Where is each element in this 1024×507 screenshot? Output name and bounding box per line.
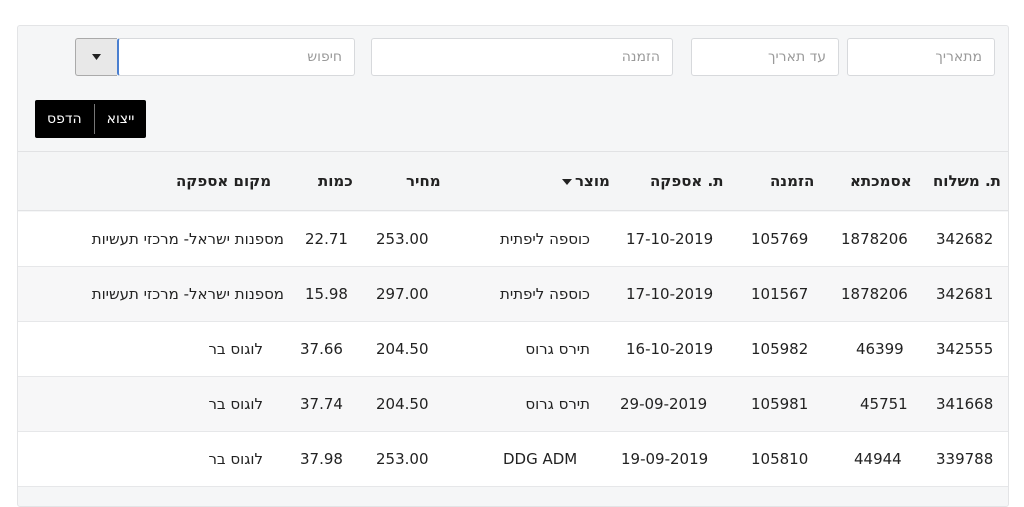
column-header-product[interactable]: מוצר [562,152,610,210]
cell-quantity: 15.98 [305,285,348,303]
from-date-field[interactable] [847,38,995,76]
cell-supply-location: לוגוס בר [208,450,263,468]
cell-supply-date: 17-10-2019 [626,285,714,303]
cell-reference: 1878206 [841,230,908,248]
to-date-field[interactable] [691,38,839,76]
cell-order: 105982 [751,340,809,358]
cell-quantity: 37.98 [300,450,343,468]
cell-quantity: 22.71 [305,230,348,248]
table-row[interactable]: 342555 46399 105982 16-10-2019 תירס גרוס… [18,322,1008,377]
cell-supply-date: 16-10-2019 [626,340,714,358]
column-header-supply-date[interactable]: ת. אספקה [650,172,724,190]
cell-price: 204.50 [376,340,429,358]
cell-shipment: 339788 [936,450,994,468]
table-header: ת. משלוח אסמכתא הזמנה ת. אספקה מוצר מחיר… [18,151,1008,211]
cell-product: DDG ADM [503,450,578,468]
column-header-reference[interactable]: אסמכתא [850,172,912,190]
cell-price: 297.00 [376,285,429,303]
order-field[interactable] [371,38,673,76]
column-header-price[interactable]: מחיר [406,172,441,190]
table-row[interactable]: 339788 44944 105810 19-09-2019 DDG ADM 2… [18,432,1008,487]
cell-supply-location: מספנות ישראל- מרכזי תעשיות [91,285,284,303]
cell-supply-date: 29-09-2019 [620,395,708,413]
cell-order: 105810 [751,450,809,468]
cell-supply-date: 19-09-2019 [621,450,709,468]
cell-product: כוספה ליפתית [499,285,590,303]
cell-quantity: 37.66 [300,340,343,358]
print-button[interactable]: הדפס [47,111,82,127]
cell-product: כוספה ליפתית [499,230,590,248]
table-row[interactable]: 341668 45751 105981 29-09-2019 תירס גרוס… [18,377,1008,432]
cell-reference: 1878206 [841,285,908,303]
cell-price: 204.50 [376,395,429,413]
cell-price: 253.00 [376,450,429,468]
cell-supply-location: מספנות ישראל- מרכזי תעשיות [91,230,284,248]
cell-quantity: 37.74 [300,395,343,413]
report-panel: הדפס ייצוא ת. משלוח אסמכתא הזמנה ת. אספק… [17,25,1009,507]
column-header-order[interactable]: הזמנה [770,172,815,190]
button-divider [93,104,95,134]
column-header-shipment-date[interactable]: ת. משלוח [933,172,1001,190]
cell-shipment: 342555 [936,340,994,358]
search-dropdown-button[interactable] [75,38,117,76]
cell-order: 105981 [751,395,809,413]
search-input[interactable] [117,38,355,76]
cell-order: 105769 [751,230,809,248]
column-header-product-label: מוצר [575,172,610,190]
cell-supply-location: לוגוס בר [208,340,263,358]
column-header-quantity[interactable]: כמות [318,172,353,190]
cell-product: תירס גרוס [525,340,590,358]
table-row[interactable]: 342682 1878206 105769 17-10-2019 כוספה ל… [18,212,1008,267]
cell-reference: 44944 [854,450,902,468]
sort-desc-icon [562,178,572,185]
cell-price: 253.00 [376,230,429,248]
cell-reference: 45751 [860,395,908,413]
cell-shipment: 342681 [936,285,994,303]
column-header-supply-location[interactable]: מקום אספקה [176,172,272,190]
export-button[interactable]: ייצוא [106,111,135,127]
chevron-down-icon [92,54,101,60]
cell-order: 101567 [751,285,809,303]
table-row[interactable]: 342681 1878206 101567 17-10-2019 כוספה ל… [18,267,1008,322]
cell-shipment: 342682 [936,230,994,248]
cell-reference: 46399 [856,340,904,358]
cell-shipment: 341668 [936,395,994,413]
cell-supply-date: 17-10-2019 [626,230,714,248]
action-button-group: הדפס ייצוא [35,100,147,138]
cell-supply-location: לוגוס בר [208,395,263,413]
cell-product: תירס גרוס [525,395,590,413]
